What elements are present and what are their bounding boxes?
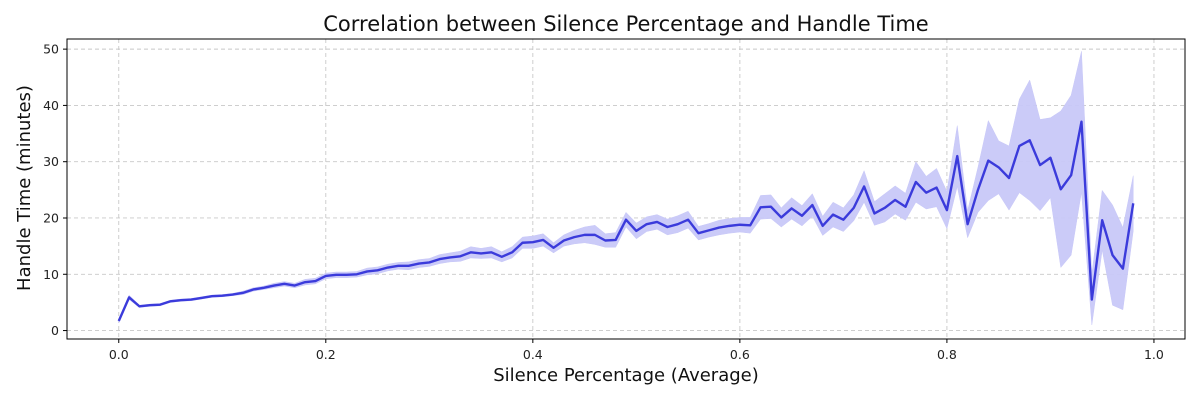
x-tick-label: 0.2 bbox=[316, 347, 336, 362]
x-tick-label: 0.6 bbox=[730, 347, 750, 362]
chart-title: Correlation between Silence Percentage a… bbox=[323, 12, 928, 36]
confidence-band bbox=[118, 51, 1134, 325]
x-tick-label: 0.4 bbox=[523, 347, 543, 362]
x-axis-label: Silence Percentage (Average) bbox=[493, 365, 759, 386]
y-tick-label: 30 bbox=[43, 154, 59, 169]
y-tick-label: 20 bbox=[43, 210, 59, 225]
x-tick-label: 1.0 bbox=[1144, 347, 1164, 362]
axes-frame bbox=[66, 38, 1186, 340]
x-tick-label: 0.0 bbox=[109, 347, 129, 362]
confidence-band-layer bbox=[118, 51, 1134, 325]
y-tick-label: 50 bbox=[43, 42, 59, 57]
x-tick-label: 0.8 bbox=[937, 347, 957, 362]
tick-labels: 0.0 0.2 0.4 0.6 0.8 1.0 0 10 20 30 40 50 bbox=[43, 42, 1164, 362]
y-axis-label: Handle Time (minutes) bbox=[14, 85, 35, 291]
y-tick-label: 0 bbox=[51, 323, 59, 338]
y-tick-label: 40 bbox=[43, 98, 59, 113]
y-tick-label: 10 bbox=[43, 267, 59, 282]
series-line bbox=[117, 120, 1135, 322]
axes bbox=[63, 38, 1186, 343]
series-line-layer bbox=[117, 120, 1135, 322]
